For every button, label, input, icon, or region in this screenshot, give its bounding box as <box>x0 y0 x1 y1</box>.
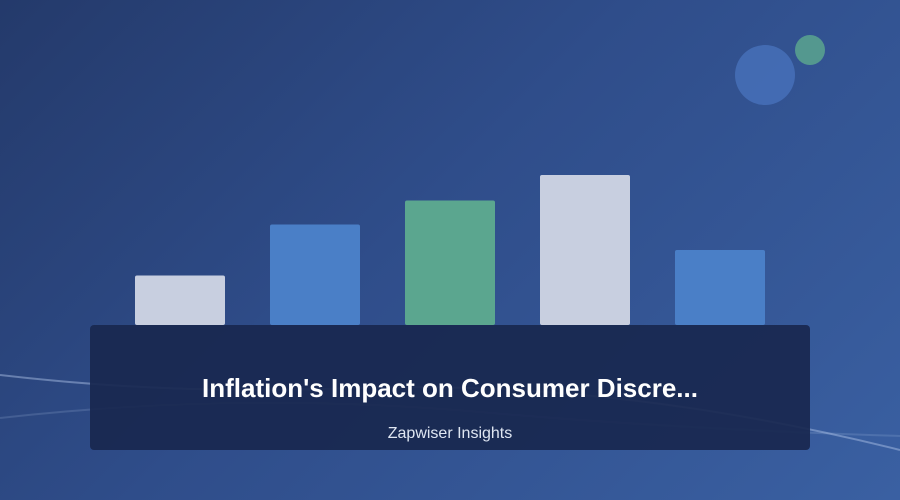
publisher-name: Zapwiser Insights <box>387 425 513 442</box>
illustration-bar-1 <box>135 275 225 325</box>
small-teal-circle <box>795 35 825 65</box>
article-title[interactable]: Inflation's Impact on Consumer Discre... <box>202 373 698 403</box>
illustration-bar-4 <box>540 175 630 325</box>
illustration-bar-2 <box>270 224 360 325</box>
illustration-bar-5 <box>675 250 765 325</box>
illustration-bar-3 <box>405 200 495 325</box>
large-blue-circle <box>735 45 795 105</box>
title-panel: Inflation's Impact on Consumer Discre...… <box>90 325 810 450</box>
